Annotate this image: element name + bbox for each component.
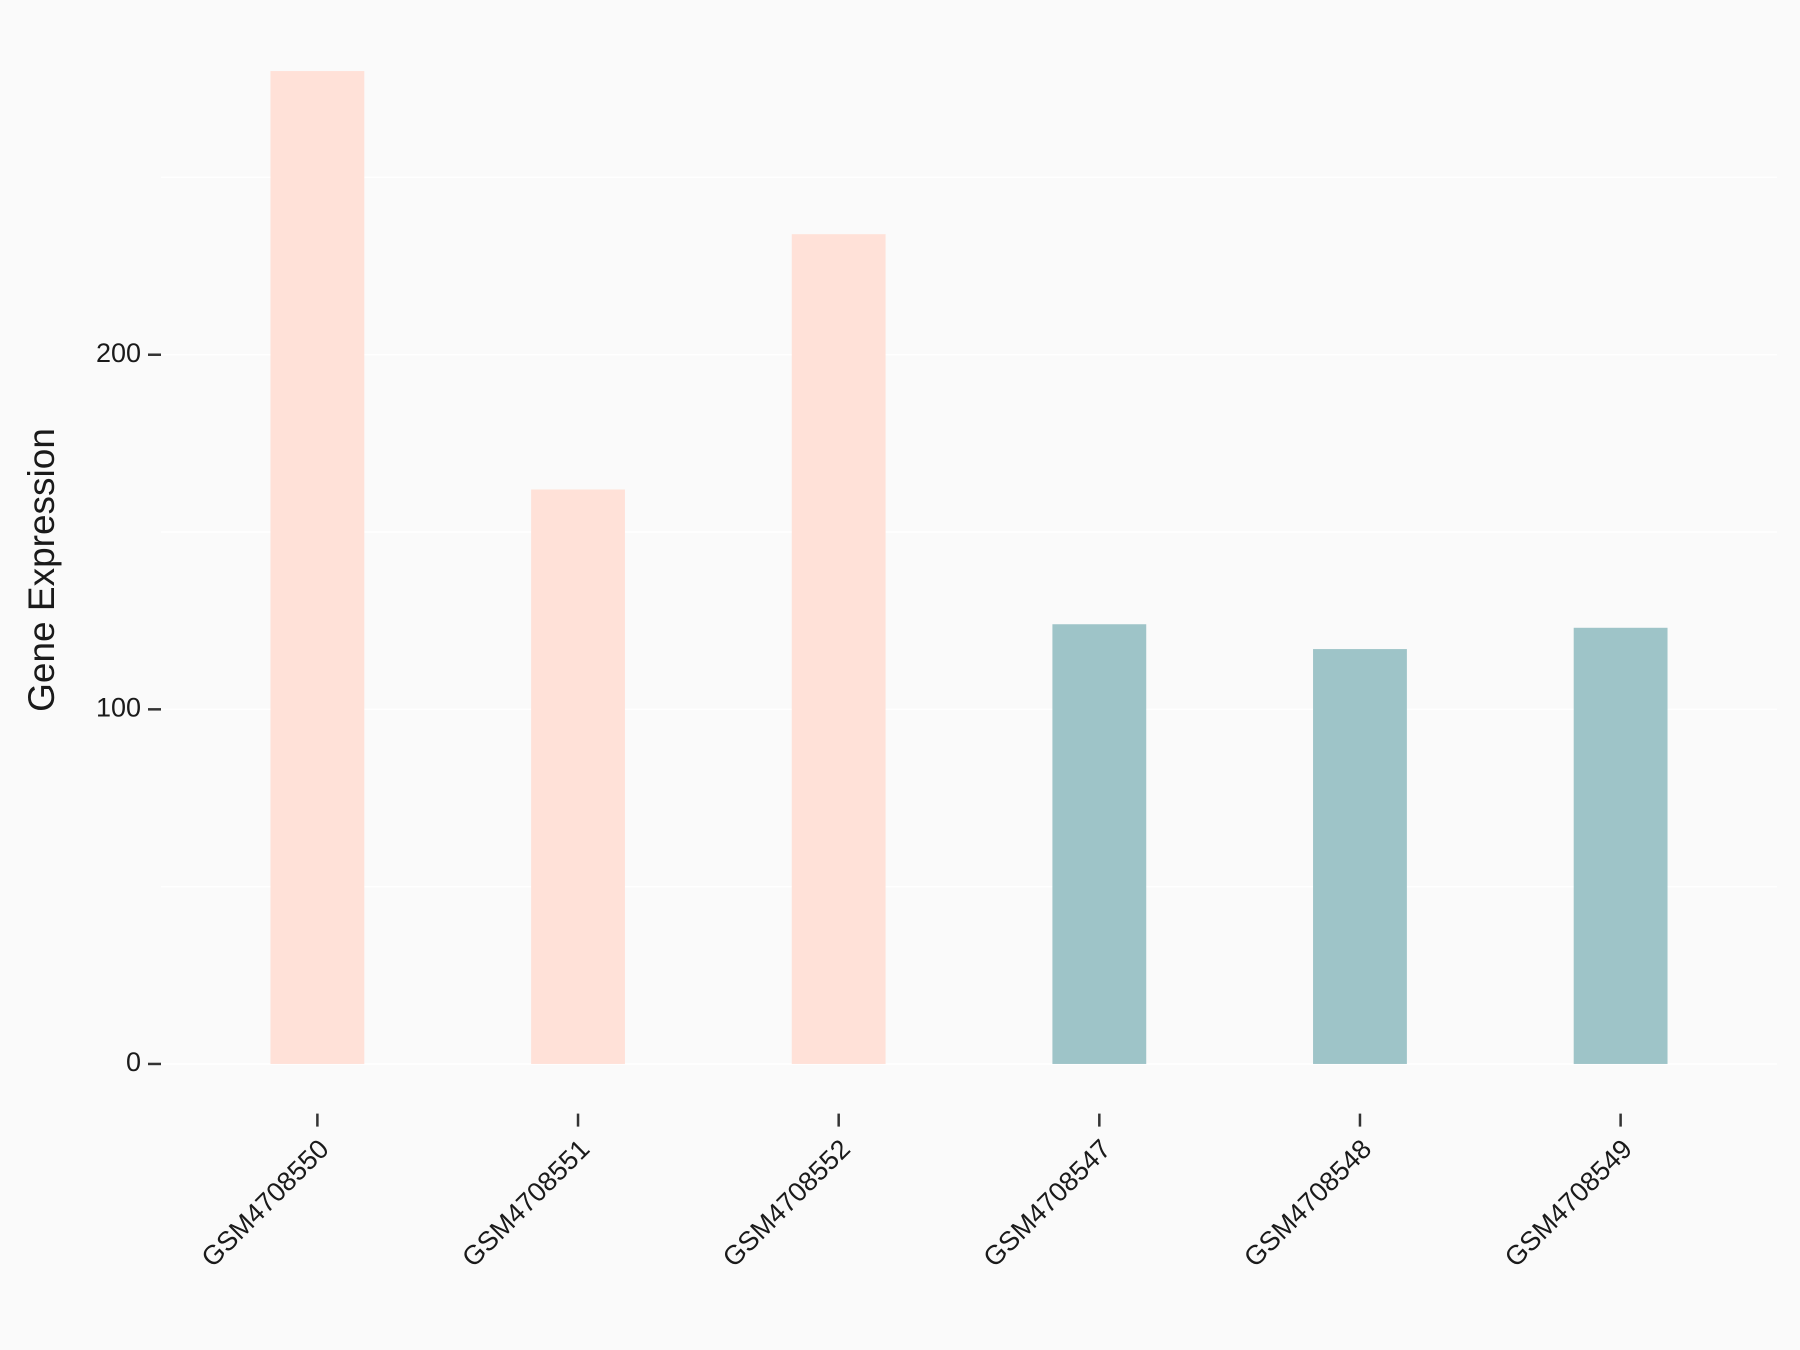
bar — [1313, 649, 1407, 1064]
y-axis-title: Gene Expression — [21, 428, 62, 712]
y-tick-label: 200 — [96, 338, 141, 368]
bar — [1052, 624, 1147, 1064]
bar — [1573, 627, 1668, 1064]
y-tick-label: 0 — [126, 1047, 141, 1077]
bar — [791, 234, 886, 1064]
bar — [270, 71, 365, 1064]
bar — [531, 489, 625, 1064]
y-tick-label: 100 — [96, 692, 141, 722]
